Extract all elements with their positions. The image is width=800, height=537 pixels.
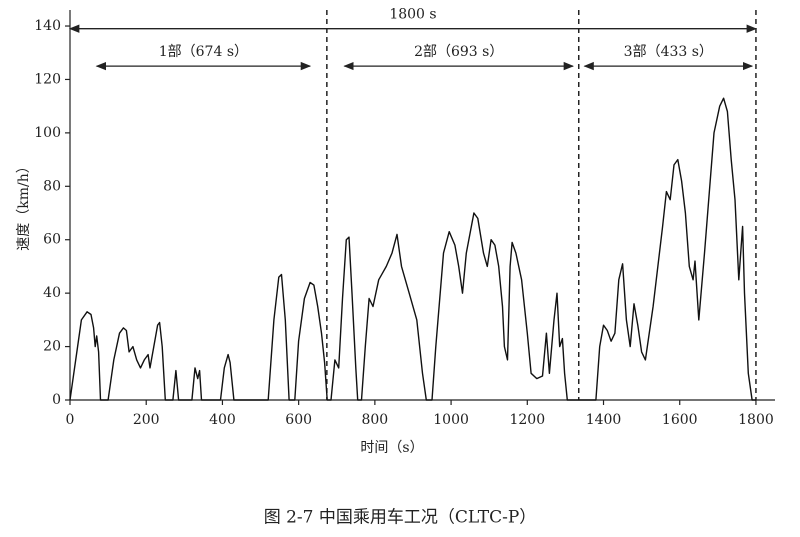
x-tick-label: 800 — [361, 412, 388, 428]
span-label: 2部（693 s） — [414, 44, 503, 60]
y-axis-title: 速度（km/h） — [16, 159, 32, 251]
x-tick-label: 600 — [285, 412, 312, 428]
span-label: 3部（433 s） — [624, 44, 713, 60]
y-tick-label: 60 — [43, 232, 61, 248]
y-tick-label: 80 — [43, 178, 61, 194]
x-tick-label: 200 — [133, 412, 160, 428]
x-tick-label: 1600 — [662, 412, 698, 428]
y-tick-label: 0 — [52, 392, 61, 408]
y-tick-label: 120 — [34, 71, 61, 87]
x-tick-label: 1000 — [433, 412, 469, 428]
speed-line — [69, 97, 756, 401]
span-label: 1部（674 s） — [159, 44, 248, 60]
span-label: 1800 s — [389, 7, 436, 23]
x-tick-label: 0 — [66, 412, 75, 428]
y-tick-label: 140 — [34, 18, 61, 34]
y-tick-label: 20 — [43, 339, 61, 355]
caption: 图 2-7 中国乘用车工况（CLTC-P） — [264, 508, 537, 528]
x-tick-label: 1800 — [738, 412, 774, 428]
x-tick-label: 400 — [209, 412, 236, 428]
y-tick-label: 100 — [34, 125, 61, 141]
y-tick-label: 40 — [43, 285, 61, 301]
x-tick-label: 1200 — [509, 412, 545, 428]
x-axis-title: 时间（s） — [360, 440, 423, 456]
x-tick-label: 1400 — [586, 412, 622, 428]
